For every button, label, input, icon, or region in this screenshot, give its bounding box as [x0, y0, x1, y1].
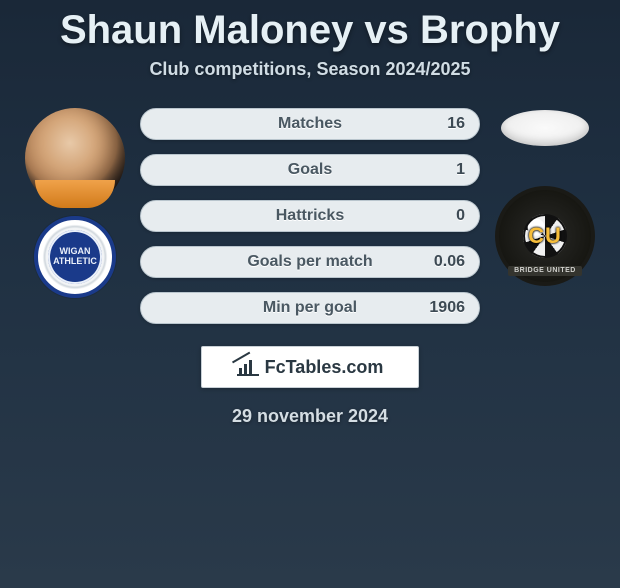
- club-right-logo: CU BRIDGE UNITED: [495, 186, 595, 286]
- stat-label: Goals per match: [247, 253, 372, 271]
- stat-row-min-per-goal: Min per goal 1906: [140, 292, 480, 324]
- player-left-avatar: [25, 108, 125, 208]
- club-right-code: CU: [528, 224, 562, 248]
- stat-value-right: 1906: [429, 299, 465, 317]
- date-label: 29 november 2024: [0, 406, 620, 427]
- stats-list: Matches 16 Goals 1 Hattricks 0 Goals per…: [140, 108, 480, 324]
- club-left-logo: WIGAN ATHLETIC: [34, 216, 116, 298]
- chart-icon: [237, 358, 259, 376]
- stat-label: Min per goal: [263, 299, 357, 317]
- stat-label: Hattricks: [276, 207, 344, 225]
- stat-row-goals-per-match: Goals per match 0.06: [140, 246, 480, 278]
- player-left-column: WIGAN ATHLETIC: [20, 108, 130, 298]
- stat-row-goals: Goals 1: [140, 154, 480, 186]
- subtitle: Club competitions, Season 2024/2025: [0, 59, 620, 80]
- stat-value-right: 0.06: [434, 253, 465, 271]
- player-right-column: CU BRIDGE UNITED: [490, 108, 600, 286]
- stat-row-hattricks: Hattricks 0: [140, 200, 480, 232]
- branding-badge[interactable]: FcTables.com: [201, 346, 419, 388]
- branding-text: FcTables.com: [265, 357, 384, 378]
- stat-label: Goals: [288, 161, 332, 179]
- club-right-ribbon: BRIDGE UNITED: [508, 266, 582, 276]
- stat-row-matches: Matches 16: [140, 108, 480, 140]
- comparison-row: WIGAN ATHLETIC Matches 16 Goals 1 Hattri…: [0, 108, 620, 324]
- stat-value-right: 0: [456, 207, 465, 225]
- page-title: Shaun Maloney vs Brophy: [0, 8, 620, 53]
- stat-value-right: 1: [456, 161, 465, 179]
- stat-value-right: 16: [447, 115, 465, 133]
- stat-label: Matches: [278, 115, 342, 133]
- player-right-avatar: [501, 110, 589, 146]
- club-left-code: WIGAN ATHLETIC: [48, 230, 102, 284]
